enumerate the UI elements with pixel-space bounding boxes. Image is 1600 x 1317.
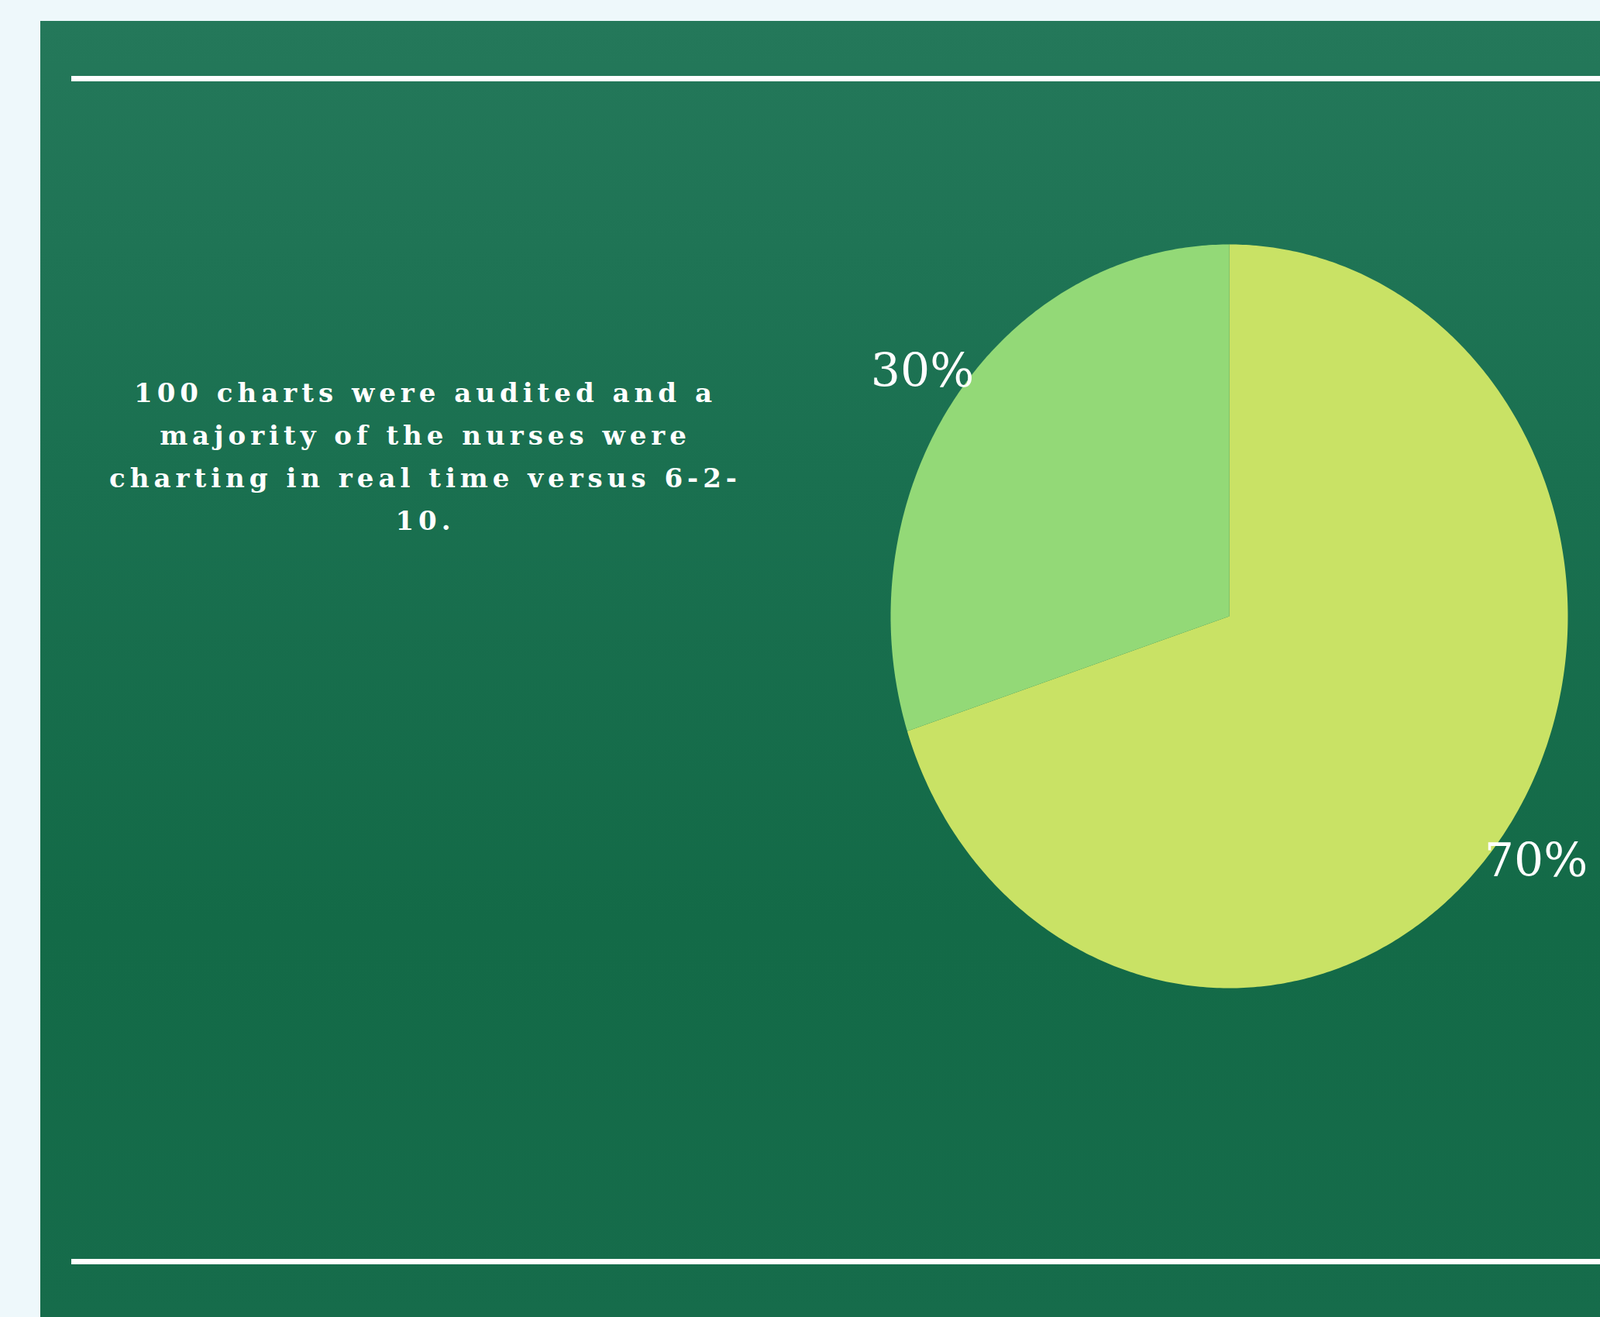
html-text:100 charts were audited and a: 100 charts were audited and a majority o… [109,377,742,537]
svg-text:30%: 30% [870,343,974,398]
svg-text:70%: 70% [1484,832,1588,888]
